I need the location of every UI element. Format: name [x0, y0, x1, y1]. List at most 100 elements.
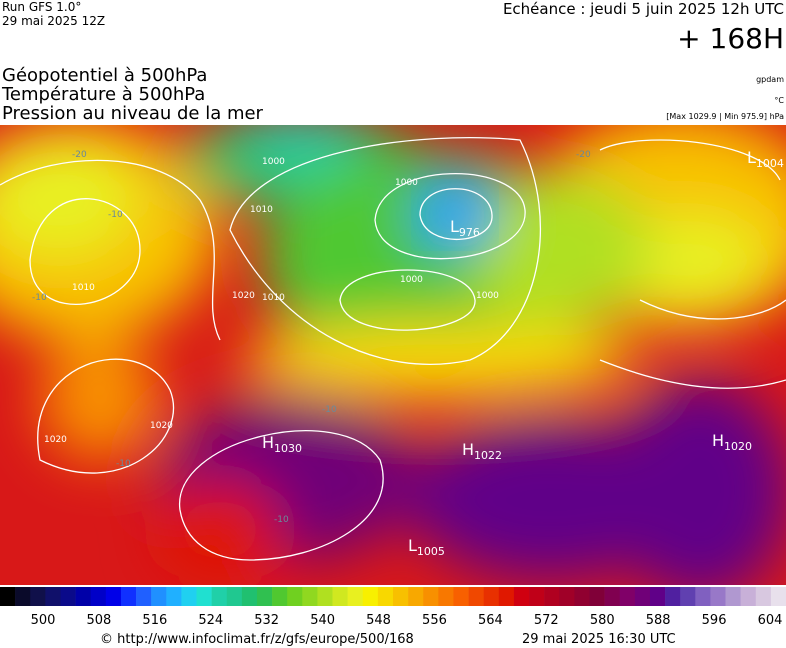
colorbar-swatch: [332, 587, 348, 606]
colorbar-swatch: [60, 587, 76, 606]
colorbar-swatch: [90, 587, 107, 606]
colorbar-swatch: [740, 587, 757, 606]
colorbar-tick-label: 604: [758, 613, 783, 628]
colorbar-swatch: [15, 587, 31, 606]
center-value: 1030: [274, 442, 302, 455]
pressure-center: L1005: [408, 536, 445, 558]
colorbar-tick-label: 524: [198, 613, 223, 628]
colorbar-swatch: [302, 587, 318, 606]
colorbar-swatch: [105, 587, 122, 606]
isobar: [339, 269, 476, 331]
isobar-label: 1000: [262, 157, 285, 167]
colorbar-swatch: [529, 587, 545, 606]
colorbar-swatch: [483, 587, 500, 606]
center-value: 1005: [417, 545, 445, 558]
isobar-label: 1000: [395, 178, 418, 188]
colorbar-swatch: [151, 587, 167, 606]
isobar: [599, 139, 786, 389]
colorbar-swatch: [453, 587, 469, 606]
colorbar-swatch: [634, 587, 651, 606]
isobar-label: 1020: [232, 291, 255, 301]
colorbar-swatch: [166, 587, 182, 606]
temperature-label: -10: [108, 210, 123, 220]
isobars: [0, 136, 786, 561]
colorbar-swatch: [604, 587, 621, 606]
colorbar-tick-label: 556: [422, 613, 447, 628]
temperature-label: -20: [72, 150, 87, 160]
center-letter: H: [712, 431, 724, 450]
colorbar-swatch: [498, 587, 515, 606]
center-value: 1020: [724, 440, 752, 453]
map: 1000 1000 1000 1000 1010 1010 1010 1020 …: [0, 125, 786, 585]
colorbar-tick-label: 564: [478, 613, 503, 628]
run-label: Run GFS 1.0°: [2, 0, 81, 14]
isobar: [229, 136, 542, 365]
colorbar-swatch: [211, 587, 228, 606]
center-letter: L: [408, 536, 417, 555]
isobar-label: 1010: [262, 293, 285, 303]
isobar: [37, 358, 175, 474]
unit: °C: [774, 96, 784, 105]
temperature-label: -10: [322, 405, 337, 415]
colorbar-swatch: [226, 587, 243, 606]
colorbar-swatch: [347, 587, 364, 606]
colorbar-swatch: [513, 587, 530, 606]
center-letter: L: [450, 217, 459, 236]
colorbar-swatch: [181, 587, 197, 606]
colorbar-swatch: [362, 587, 379, 606]
pressure-center: H1022: [462, 440, 502, 462]
run-date: 29 mai 2025 12Z: [2, 14, 105, 28]
temperature-label: -10: [32, 293, 47, 303]
colorbar-swatch: [287, 587, 303, 606]
colorbar-swatch: [408, 587, 424, 606]
colorbar-tick-label: 572: [534, 613, 559, 628]
colorbar-swatch: [665, 587, 681, 606]
isobar: [374, 173, 526, 260]
colorbar-swatch: [695, 587, 711, 606]
colorbar-swatch: [468, 587, 484, 606]
colorbar-swatch: [75, 587, 91, 606]
colorbar-swatch: [680, 587, 696, 606]
title: Pression au niveau de la mer: [2, 103, 264, 124]
isobar: [0, 159, 221, 341]
colorbar-swatch: [272, 587, 288, 606]
source-url: © http://www.infoclimat.fr/z/gfs/europe/…: [100, 632, 414, 647]
colorbar-tick-label: 540: [310, 613, 335, 628]
title: Température à 500hPa: [1, 84, 205, 105]
colorbar: 500 508 516 524 532 540 548 556 564 572 580 588 596 6…: [0, 587, 786, 628]
colorbar-swatch: [30, 587, 46, 606]
colorbar-swatch: [710, 587, 726, 606]
colorbar-swatch: [619, 587, 636, 606]
forecast-date: Echéance : jeudi 5 juin 2025 12h UTC: [503, 0, 784, 18]
center-value: 976: [459, 226, 480, 239]
colorbar-swatch: [241, 587, 258, 606]
unit: [Max 1029.9 | Min 975.9] hPa: [666, 112, 784, 121]
colorbar-swatch: [393, 587, 409, 606]
colorbar-tick-label: 516: [142, 613, 167, 628]
pressure-center: L1004: [747, 148, 784, 170]
colorbar-swatch: [574, 587, 590, 606]
isobar-label: 1000: [400, 275, 423, 285]
temperature-label: -10: [274, 515, 289, 525]
isobar-label: 1010: [250, 205, 273, 215]
colorbar-swatch: [377, 587, 394, 606]
colorbar-tick-label: 532: [254, 613, 279, 628]
isobar-label: 1000: [476, 291, 499, 301]
pressure-center: H1020: [712, 431, 752, 453]
colorbar-swatch: [45, 587, 61, 606]
pressure-center: L976: [450, 217, 480, 239]
colorbar-swatch: [649, 587, 666, 606]
unit: gpdam: [756, 75, 784, 84]
pressure-center: H1030: [262, 433, 302, 455]
isobar: [419, 188, 493, 241]
colorbar-swatch: [770, 587, 786, 606]
colorbar-swatch: [544, 587, 560, 606]
colorbar-swatch: [317, 587, 333, 606]
colorbar-tick-label: 588: [646, 613, 671, 628]
isobar-label: 1020: [44, 435, 67, 445]
generated-time: 29 mai 2025 16:30 UTC: [522, 632, 676, 647]
center-letter: H: [262, 433, 274, 452]
colorbar-tick-label: 580: [590, 613, 615, 628]
colorbar-tick-label: 500: [31, 613, 56, 628]
